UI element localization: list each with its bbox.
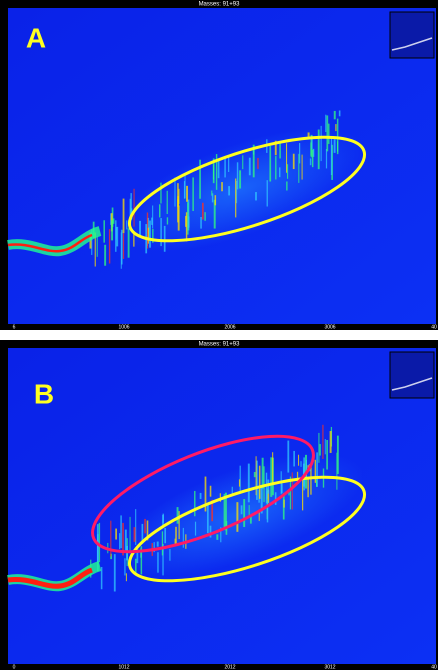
inset-trace xyxy=(391,37,433,51)
x-tick-label: 2006 xyxy=(224,324,235,330)
x-tick-label: 40 xyxy=(431,664,437,670)
x-tick-label: 1012 xyxy=(118,664,129,670)
panel-label: A xyxy=(26,22,46,53)
highlight-ellipse xyxy=(127,135,367,243)
inset xyxy=(389,11,435,59)
x-tick-label: 3012 xyxy=(324,664,335,670)
panel: Masses: 91+93 A 6 1006 2006 3006 40 xyxy=(0,0,438,330)
baseline-core xyxy=(7,233,93,253)
highlight-ellipse xyxy=(91,434,315,554)
panel-title: Masses: 91+93 xyxy=(199,342,241,348)
highlight-ellipse xyxy=(127,475,367,583)
x-tick-label: 40 xyxy=(431,324,437,330)
x-tick-label: 2012 xyxy=(224,664,235,670)
baseline-core xyxy=(7,567,93,589)
x-tick-label: 6 xyxy=(13,324,16,330)
x-tick-label: 3006 xyxy=(324,324,335,330)
panel-title: Masses: 91+93 xyxy=(199,2,241,8)
inset-trace xyxy=(391,377,433,391)
x-tick-label: 1006 xyxy=(118,324,129,330)
inset xyxy=(389,351,435,399)
panel-label: B xyxy=(34,378,54,409)
panel: Masses: 91+93 B 0 1012 2012 3012 40 xyxy=(0,340,438,670)
x-tick-label: 0 xyxy=(13,664,16,670)
